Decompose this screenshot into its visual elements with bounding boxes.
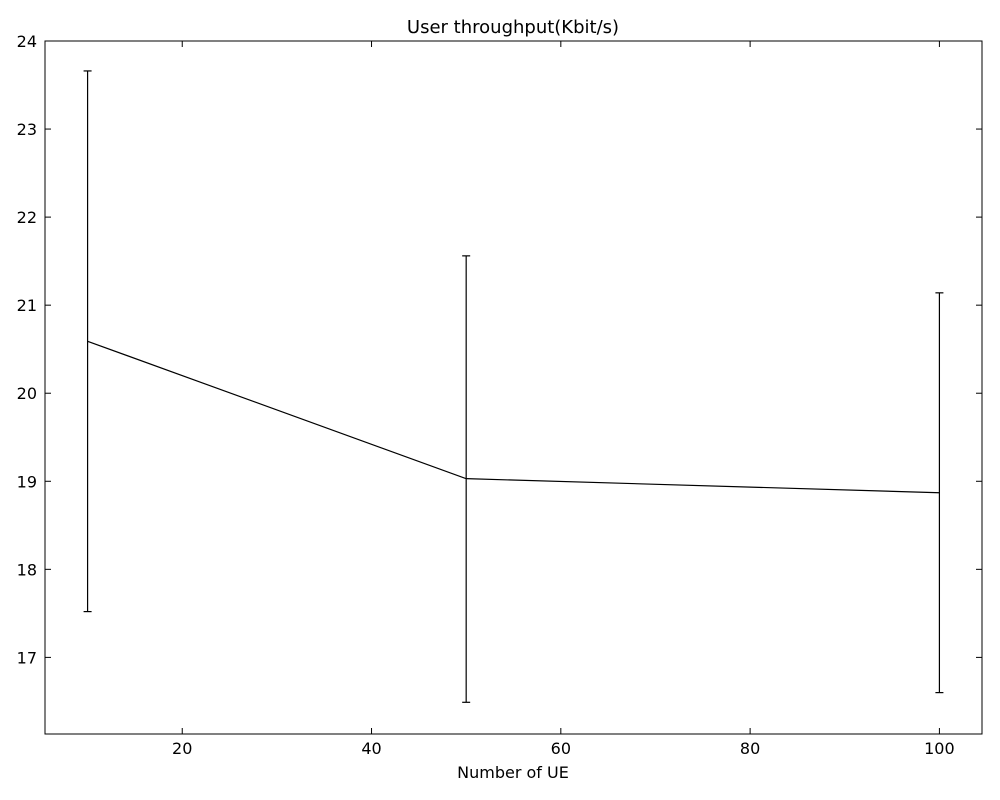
y-tick-label: 20 <box>17 384 37 403</box>
x-tick-label: 80 <box>740 739 760 758</box>
y-tick-label: 24 <box>17 32 37 51</box>
x-tick-label: 40 <box>361 739 381 758</box>
y-tick-label: 23 <box>17 120 37 139</box>
y-tick-label: 21 <box>17 296 37 315</box>
y-tick-label: 17 <box>17 648 37 667</box>
plot-area: 20 40 60 80 100 17 18 19 20 21 22 23 24 <box>17 32 982 758</box>
plot-frame <box>44 40 983 735</box>
x-tick-label: 20 <box>172 739 192 758</box>
x-axis-label: Number of UE <box>457 763 569 782</box>
chart-title: User throughput(Kbit/s) <box>407 17 619 38</box>
y-tick-label: 19 <box>17 472 37 491</box>
x-tick-label: 100 <box>924 739 955 758</box>
y-tick-label: 22 <box>17 208 37 227</box>
x-tick-label: 60 <box>551 739 571 758</box>
y-tick-label: 18 <box>17 560 37 579</box>
